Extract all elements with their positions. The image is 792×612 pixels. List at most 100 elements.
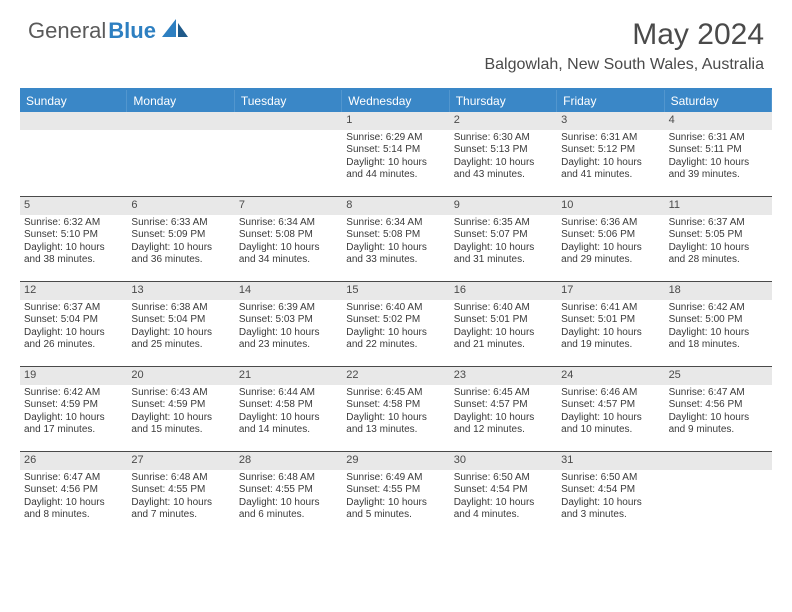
day-header: Tuesday <box>235 90 342 112</box>
daylight-line-2: and 28 minutes. <box>669 254 768 267</box>
day-number: 5 <box>20 197 127 215</box>
daylight-line-2: and 22 minutes. <box>346 339 445 352</box>
day-number: 17 <box>557 282 664 300</box>
day-header-row: SundayMondayTuesdayWednesdayThursdayFrid… <box>20 90 772 112</box>
day-number: 21 <box>235 367 342 385</box>
sunset-line: Sunset: 5:12 PM <box>561 144 660 157</box>
calendar-cell: 11Sunrise: 6:37 AMSunset: 5:05 PMDayligh… <box>665 197 772 281</box>
daylight-line-1: Daylight: 10 hours <box>669 242 768 255</box>
sunset-line: Sunset: 4:57 PM <box>454 399 553 412</box>
sunrise-line: Sunrise: 6:29 AM <box>346 132 445 145</box>
sunrise-line: Sunrise: 6:35 AM <box>454 217 553 230</box>
sunset-line: Sunset: 4:59 PM <box>131 399 230 412</box>
daylight-line-1: Daylight: 10 hours <box>454 412 553 425</box>
day-number: 11 <box>665 197 772 215</box>
daylight-line-2: and 29 minutes. <box>561 254 660 267</box>
daylight-line-1: Daylight: 10 hours <box>669 157 768 170</box>
sunset-line: Sunset: 4:55 PM <box>239 484 338 497</box>
day-number: 27 <box>127 452 234 470</box>
calendar-cell: 15Sunrise: 6:40 AMSunset: 5:02 PMDayligh… <box>342 282 449 366</box>
daylight-line-2: and 14 minutes. <box>239 424 338 437</box>
sunset-line: Sunset: 4:58 PM <box>239 399 338 412</box>
daylight-line-2: and 10 minutes. <box>561 424 660 437</box>
day-number: 4 <box>665 112 772 130</box>
day-number: 20 <box>127 367 234 385</box>
sunset-line: Sunset: 4:57 PM <box>561 399 660 412</box>
daylight-line-2: and 43 minutes. <box>454 169 553 182</box>
logo: General Blue <box>28 18 188 44</box>
daylight-line-2: and 15 minutes. <box>131 424 230 437</box>
sunrise-line: Sunrise: 6:49 AM <box>346 472 445 485</box>
daylight-line-2: and 36 minutes. <box>131 254 230 267</box>
calendar-cell: 23Sunrise: 6:45 AMSunset: 4:57 PMDayligh… <box>450 367 557 451</box>
day-number: 1 <box>342 112 449 130</box>
daylight-line-2: and 9 minutes. <box>669 424 768 437</box>
sunrise-line: Sunrise: 6:50 AM <box>454 472 553 485</box>
calendar-cell: 20Sunrise: 6:43 AMSunset: 4:59 PMDayligh… <box>127 367 234 451</box>
sunrise-line: Sunrise: 6:46 AM <box>561 387 660 400</box>
daylight-line-2: and 44 minutes. <box>346 169 445 182</box>
daylight-line-1: Daylight: 10 hours <box>131 327 230 340</box>
sunrise-line: Sunrise: 6:33 AM <box>131 217 230 230</box>
daylight-line-1: Daylight: 10 hours <box>239 412 338 425</box>
calendar-cell: 16Sunrise: 6:40 AMSunset: 5:01 PMDayligh… <box>450 282 557 366</box>
title-block: May 2024 Balgowlah, New South Wales, Aus… <box>484 18 764 74</box>
day-header: Monday <box>127 90 234 112</box>
sunrise-line: Sunrise: 6:31 AM <box>561 132 660 145</box>
day-number: 15 <box>342 282 449 300</box>
sunset-line: Sunset: 4:54 PM <box>454 484 553 497</box>
week-row: ...1Sunrise: 6:29 AMSunset: 5:14 PMDayli… <box>20 112 772 196</box>
sunrise-line: Sunrise: 6:32 AM <box>24 217 123 230</box>
calendar-cell: 28Sunrise: 6:48 AMSunset: 4:55 PMDayligh… <box>235 452 342 536</box>
sunset-line: Sunset: 4:56 PM <box>24 484 123 497</box>
daylight-line-1: Daylight: 10 hours <box>24 242 123 255</box>
daylight-line-2: and 5 minutes. <box>346 509 445 522</box>
daylight-line-1: Daylight: 10 hours <box>24 497 123 510</box>
daylight-line-1: Daylight: 10 hours <box>239 242 338 255</box>
daylight-line-2: and 21 minutes. <box>454 339 553 352</box>
daylight-line-2: and 31 minutes. <box>454 254 553 267</box>
sunrise-line: Sunrise: 6:48 AM <box>131 472 230 485</box>
daylight-line-2: and 19 minutes. <box>561 339 660 352</box>
daylight-line-1: Daylight: 10 hours <box>346 497 445 510</box>
day-header: Saturday <box>665 90 772 112</box>
daylight-line-1: Daylight: 10 hours <box>239 327 338 340</box>
daylight-line-2: and 6 minutes. <box>239 509 338 522</box>
calendar-cell: 12Sunrise: 6:37 AMSunset: 5:04 PMDayligh… <box>20 282 127 366</box>
sunset-line: Sunset: 4:56 PM <box>669 399 768 412</box>
sunset-line: Sunset: 5:11 PM <box>669 144 768 157</box>
sunset-line: Sunset: 5:02 PM <box>346 314 445 327</box>
logo-sail-icon <box>162 19 188 44</box>
day-number: 3 <box>557 112 664 130</box>
sunset-line: Sunset: 5:08 PM <box>346 229 445 242</box>
daylight-line-2: and 25 minutes. <box>131 339 230 352</box>
calendar-cell: 14Sunrise: 6:39 AMSunset: 5:03 PMDayligh… <box>235 282 342 366</box>
day-number: 28 <box>235 452 342 470</box>
calendar-cell: 21Sunrise: 6:44 AMSunset: 4:58 PMDayligh… <box>235 367 342 451</box>
sunset-line: Sunset: 4:58 PM <box>346 399 445 412</box>
day-number: 18 <box>665 282 772 300</box>
day-header: Wednesday <box>342 90 449 112</box>
calendar-cell: 22Sunrise: 6:45 AMSunset: 4:58 PMDayligh… <box>342 367 449 451</box>
calendar-cell: . <box>235 112 342 196</box>
sunset-line: Sunset: 5:10 PM <box>24 229 123 242</box>
week-row: 26Sunrise: 6:47 AMSunset: 4:56 PMDayligh… <box>20 451 772 536</box>
sunrise-line: Sunrise: 6:38 AM <box>131 302 230 315</box>
daylight-line-1: Daylight: 10 hours <box>131 497 230 510</box>
calendar-cell: 6Sunrise: 6:33 AMSunset: 5:09 PMDaylight… <box>127 197 234 281</box>
daylight-line-1: Daylight: 10 hours <box>346 412 445 425</box>
calendar-cell: 7Sunrise: 6:34 AMSunset: 5:08 PMDaylight… <box>235 197 342 281</box>
day-number: 22 <box>342 367 449 385</box>
sunrise-line: Sunrise: 6:39 AM <box>239 302 338 315</box>
day-number: 7 <box>235 197 342 215</box>
daylight-line-2: and 38 minutes. <box>24 254 123 267</box>
calendar-cell: 9Sunrise: 6:35 AMSunset: 5:07 PMDaylight… <box>450 197 557 281</box>
sunrise-line: Sunrise: 6:36 AM <box>561 217 660 230</box>
sunset-line: Sunset: 4:54 PM <box>561 484 660 497</box>
logo-text-blue: Blue <box>108 18 156 44</box>
calendar-cell: 18Sunrise: 6:42 AMSunset: 5:00 PMDayligh… <box>665 282 772 366</box>
header: General Blue May 2024 Balgowlah, New Sou… <box>0 0 792 82</box>
sunset-line: Sunset: 4:59 PM <box>24 399 123 412</box>
day-header: Friday <box>557 90 664 112</box>
sunset-line: Sunset: 5:09 PM <box>131 229 230 242</box>
